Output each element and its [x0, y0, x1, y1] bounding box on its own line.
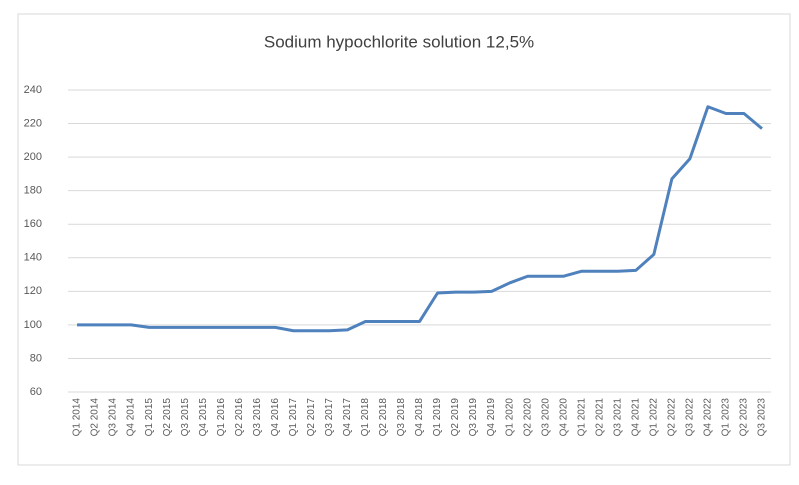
x-tick-label: Q2 2020 — [522, 398, 533, 437]
x-tick-label: Q4 2019 — [486, 398, 497, 437]
x-tick-label: Q2 2014 — [90, 398, 101, 437]
x-tick-label: Q3 2021 — [612, 398, 623, 437]
x-tick-label: Q4 2020 — [558, 398, 569, 437]
x-tick-label: Q4 2014 — [126, 398, 137, 437]
x-tick-label: Q3 2020 — [540, 398, 551, 437]
x-tick-label: Q3 2019 — [468, 398, 479, 437]
x-tick-label: Q3 2016 — [252, 398, 263, 437]
y-tick-label: 160 — [24, 218, 42, 230]
x-tick-label: Q4 2015 — [198, 398, 209, 437]
x-tick-label: Q2 2017 — [306, 398, 317, 437]
line-series — [77, 105, 763, 333]
x-tick-label: Q3 2014 — [108, 398, 119, 437]
x-tick-label: Q2 2022 — [666, 398, 677, 437]
x-tick-label: Q1 2019 — [432, 398, 443, 437]
x-tick-label: Q3 2022 — [685, 398, 696, 437]
y-tick-label: 240 — [24, 84, 42, 96]
x-tick-label: Q3 2023 — [757, 398, 768, 437]
x-tick-label: Q4 2021 — [630, 398, 641, 437]
y-tick-label: 140 — [24, 252, 42, 264]
chart-title: Sodium hypochlorite solution 12,5% — [264, 32, 534, 51]
x-tick-label: Q4 2016 — [270, 398, 281, 437]
y-tick-label: 60 — [30, 386, 42, 398]
x-tick-label: Q2 2018 — [378, 398, 389, 437]
x-tick-label: Q1 2018 — [360, 398, 371, 437]
x-tick-label: Q4 2017 — [342, 398, 353, 437]
x-tick-label: Q1 2017 — [288, 398, 299, 437]
x-tick-label: Q1 2021 — [576, 398, 587, 437]
y-tick-label: 120 — [24, 285, 42, 297]
x-tick-label: Q1 2023 — [721, 398, 732, 437]
y-tick-label: 80 — [30, 352, 42, 364]
x-tick-label: Q1 2015 — [144, 398, 155, 437]
y-tick-label: 220 — [24, 117, 42, 129]
chart-border — [17, 13, 791, 466]
x-tick-label: Q1 2016 — [216, 398, 227, 437]
x-tick-label: Q2 2021 — [594, 398, 605, 437]
x-tick-label: Q3 2018 — [396, 398, 407, 437]
y-tick-label: 200 — [24, 151, 42, 163]
x-tick-label: Q3 2015 — [180, 398, 191, 437]
x-tick-label: Q2 2023 — [739, 398, 750, 437]
x-tick-label: Q4 2022 — [703, 398, 714, 437]
x-tick-label: Q2 2019 — [450, 398, 461, 437]
x-tick-label: Q1 2022 — [648, 398, 659, 437]
x-tick-label: Q1 2020 — [504, 398, 515, 437]
x-tick-label: Q1 2014 — [72, 398, 83, 437]
y-tick-label: 100 — [24, 319, 42, 331]
x-tick-label: Q3 2017 — [324, 398, 335, 437]
x-tick-label: Q4 2018 — [414, 398, 425, 437]
x-tick-label: Q2 2015 — [162, 398, 173, 437]
x-tick-label: Q2 2016 — [234, 398, 245, 437]
y-tick-label: 180 — [24, 185, 42, 197]
